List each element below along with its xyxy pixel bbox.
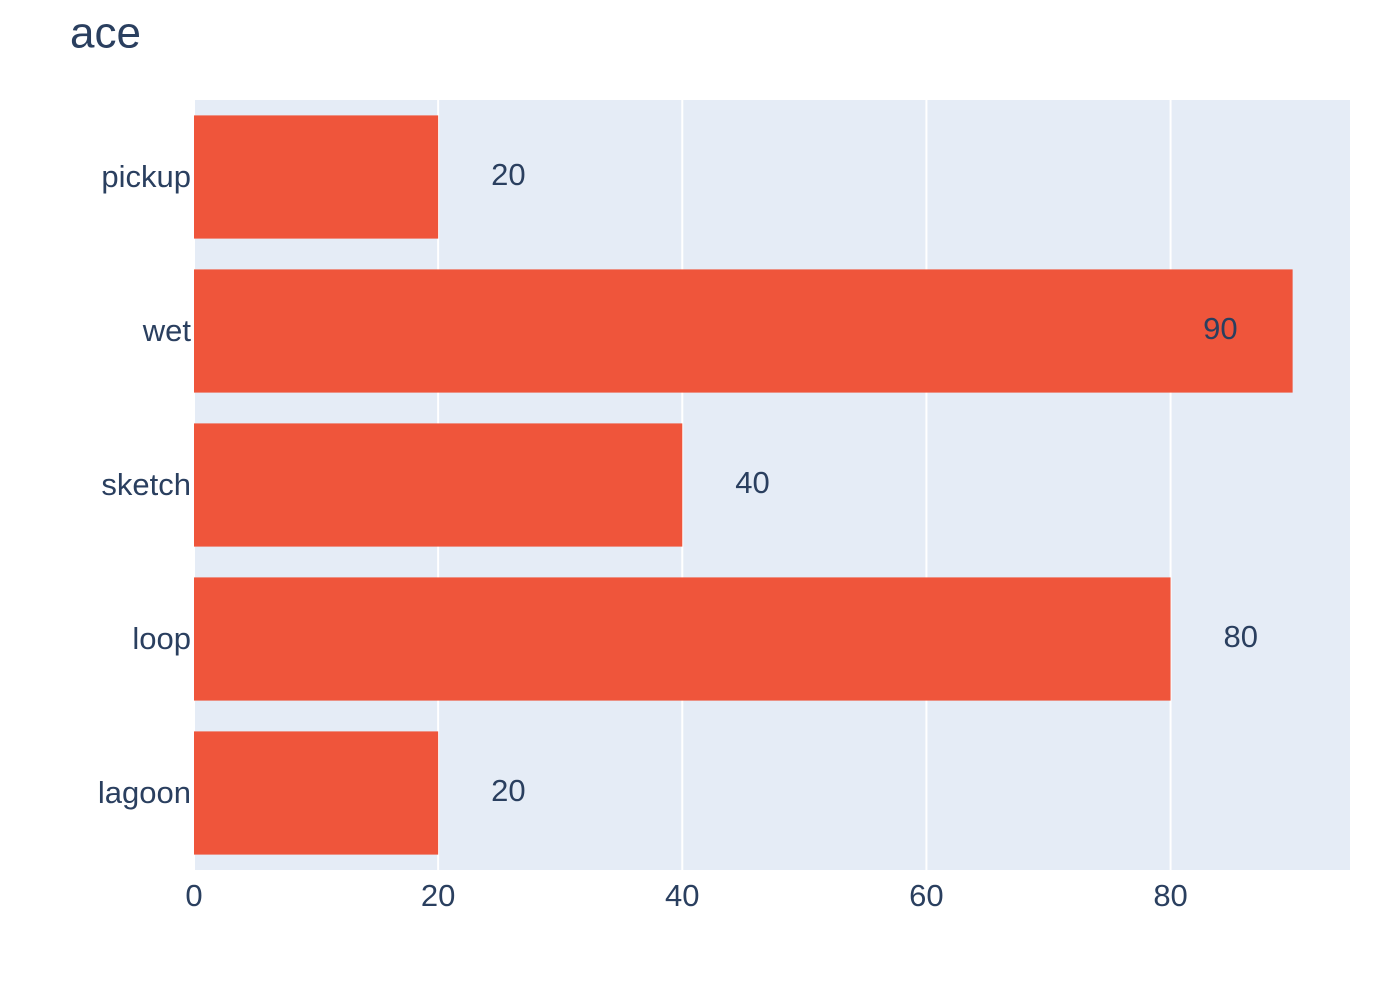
y-tick-label: sketch	[101, 467, 191, 502]
x-tick-label: 40	[665, 878, 699, 913]
chart-title: ace	[70, 9, 141, 58]
bar	[194, 731, 439, 855]
y-tick-label: lagoon	[98, 775, 191, 810]
bar	[194, 577, 1171, 701]
y-tick-label: pickup	[101, 159, 191, 194]
bar	[194, 269, 1293, 393]
y-tick-label: loop	[132, 621, 191, 656]
value-label: 80	[1224, 619, 1258, 654]
bar	[194, 115, 439, 239]
x-tick-label: 60	[909, 878, 943, 913]
x-tick-label: 0	[185, 878, 202, 913]
x-tick-label: 20	[421, 878, 455, 913]
x-tick-label: 80	[1153, 878, 1187, 913]
value-label: 20	[491, 157, 525, 192]
bar	[194, 423, 683, 547]
value-label: 40	[735, 465, 769, 500]
value-label: 90	[1203, 311, 1237, 346]
y-tick-label: wet	[142, 313, 192, 348]
value-label: 20	[491, 773, 525, 808]
